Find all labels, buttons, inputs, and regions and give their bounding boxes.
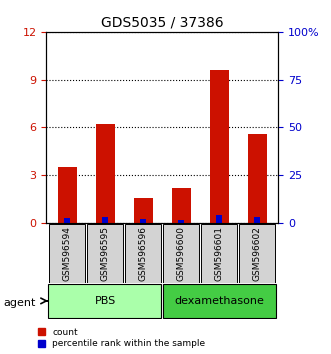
FancyBboxPatch shape (163, 284, 276, 318)
Bar (178, 220, 184, 223)
FancyBboxPatch shape (125, 224, 161, 282)
Bar (216, 215, 222, 223)
FancyBboxPatch shape (239, 224, 275, 282)
Text: GSM596594: GSM596594 (63, 225, 72, 281)
Bar (134, 198, 153, 223)
Title: GDS5035 / 37386: GDS5035 / 37386 (101, 15, 223, 29)
Bar (254, 217, 260, 223)
Bar (65, 218, 70, 223)
Text: GSM596596: GSM596596 (139, 225, 148, 281)
Text: PBS: PBS (95, 296, 116, 306)
Bar (140, 219, 146, 223)
Bar (96, 124, 115, 223)
Bar (248, 134, 267, 223)
Legend: count, percentile rank within the sample: count, percentile rank within the sample (38, 328, 205, 348)
Text: agent: agent (3, 298, 36, 308)
Bar (102, 217, 108, 223)
Text: GSM596600: GSM596600 (177, 225, 186, 281)
Bar (172, 188, 191, 223)
FancyBboxPatch shape (201, 224, 237, 282)
FancyBboxPatch shape (49, 224, 85, 282)
Text: dexamethasone: dexamethasone (174, 296, 264, 306)
Bar (58, 167, 77, 223)
Text: GSM596595: GSM596595 (101, 225, 110, 281)
Bar (210, 70, 229, 223)
FancyBboxPatch shape (87, 224, 123, 282)
Text: GSM596601: GSM596601 (215, 225, 224, 281)
FancyBboxPatch shape (48, 284, 162, 318)
FancyBboxPatch shape (163, 224, 199, 282)
Text: GSM596602: GSM596602 (253, 225, 261, 281)
